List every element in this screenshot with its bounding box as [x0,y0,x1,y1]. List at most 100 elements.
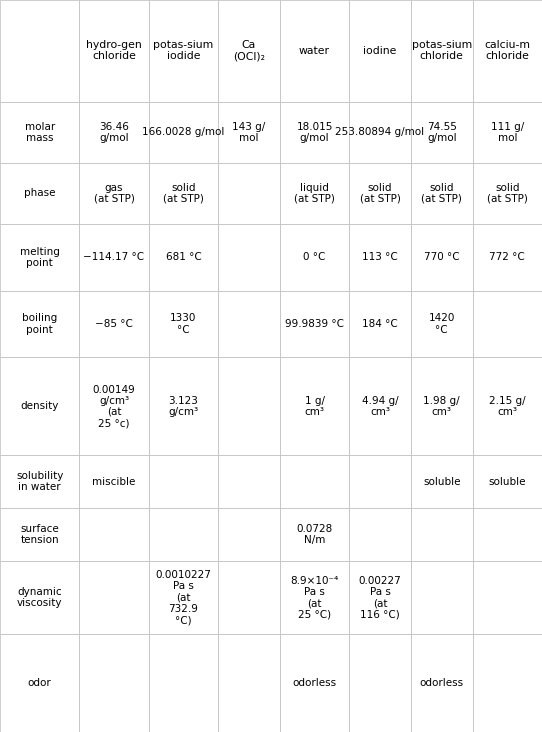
Text: 36.46
g/mol: 36.46 g/mol [99,122,129,143]
Bar [149,102,218,163]
Text: 772 °C: 772 °C [489,253,525,262]
Bar [218,508,280,561]
Text: 770 °C: 770 °C [424,253,460,262]
Bar [0,102,79,163]
Bar [0,357,79,455]
Bar [79,163,149,224]
Text: odorless: odorless [420,678,464,688]
Bar [411,455,473,508]
Text: odorless: odorless [293,678,337,688]
Bar [349,291,411,357]
Bar [218,455,280,508]
Text: 74.55
g/mol: 74.55 g/mol [427,122,457,143]
Bar [79,561,149,635]
Bar [411,291,473,357]
Text: odor: odor [28,678,51,688]
Text: 3.123
g/cm³: 3.123 g/cm³ [169,396,198,417]
Text: liquid
(at STP): liquid (at STP) [294,183,335,204]
Text: 4.94 g/
cm³: 4.94 g/ cm³ [362,396,398,417]
Bar [473,163,542,224]
Text: boiling
point: boiling point [22,313,57,335]
Bar [0,561,79,635]
Bar [473,455,542,508]
Bar [473,357,542,455]
Text: 253.80894 g/mol: 253.80894 g/mol [335,127,424,138]
Text: molar
mass: molar mass [24,122,55,143]
Bar [218,291,280,357]
Text: 113 °C: 113 °C [362,253,398,262]
Text: 2.15 g/
cm³: 2.15 g/ cm³ [489,396,526,417]
Bar [349,224,411,291]
Bar [218,561,280,635]
Bar [79,102,149,163]
Bar [473,291,542,357]
Bar [349,163,411,224]
Text: 0.0010227
Pa s
(at
732.9
°C): 0.0010227 Pa s (at 732.9 °C) [156,570,211,625]
Bar [280,357,349,455]
Bar [149,635,218,732]
Bar [79,224,149,291]
Bar [473,635,542,732]
Text: potas­sium
iodide: potas­sium iodide [153,40,214,61]
Text: density: density [21,401,59,411]
Text: Ca
(OCl)₂: Ca (OCl)₂ [233,40,265,61]
Bar [349,561,411,635]
Text: 0.0728
N/m: 0.0728 N/m [296,524,333,545]
Bar [411,102,473,163]
Bar [149,0,218,102]
Bar [280,291,349,357]
Bar [411,561,473,635]
Bar [218,163,280,224]
Text: potas­sium
chloride: potas­sium chloride [411,40,472,61]
Text: water: water [299,46,330,56]
Text: 0 °C: 0 °C [304,253,326,262]
Bar [0,635,79,732]
Text: melting
point: melting point [20,247,60,268]
Bar [349,102,411,163]
Bar [280,635,349,732]
Bar [149,455,218,508]
Text: soluble: soluble [423,477,461,487]
Bar [411,163,473,224]
Text: −85 °C: −85 °C [95,319,133,329]
Text: 0.00227
Pa s
(at
116 °C): 0.00227 Pa s (at 116 °C) [359,576,402,619]
Text: gas
(at STP): gas (at STP) [94,183,134,204]
Text: 1 g/
cm³: 1 g/ cm³ [305,396,325,417]
Bar [79,508,149,561]
Bar [0,455,79,508]
Bar [0,0,79,102]
Bar [349,508,411,561]
Text: hydro­gen
chloride: hydro­gen chloride [86,40,142,61]
Bar [473,102,542,163]
Bar [411,224,473,291]
Bar [79,291,149,357]
Text: phase: phase [24,188,55,198]
Bar [280,561,349,635]
Text: −114.17 °C: −114.17 °C [83,253,145,262]
Bar [0,224,79,291]
Bar [218,224,280,291]
Bar [79,0,149,102]
Bar [280,508,349,561]
Bar [79,357,149,455]
Bar [218,0,280,102]
Bar [149,357,218,455]
Text: 184 °C: 184 °C [362,319,398,329]
Text: solid
(at STP): solid (at STP) [359,183,401,204]
Bar [473,224,542,291]
Bar [79,635,149,732]
Text: 99.9839 °C: 99.9839 °C [285,319,344,329]
Bar [218,102,280,163]
Bar [349,635,411,732]
Text: miscible: miscible [92,477,136,487]
Bar [349,357,411,455]
Bar [149,291,218,357]
Bar [149,224,218,291]
Bar [280,163,349,224]
Bar [280,455,349,508]
Bar [149,163,218,224]
Bar [0,291,79,357]
Bar [149,561,218,635]
Text: iodine: iodine [363,46,397,56]
Bar [280,102,349,163]
